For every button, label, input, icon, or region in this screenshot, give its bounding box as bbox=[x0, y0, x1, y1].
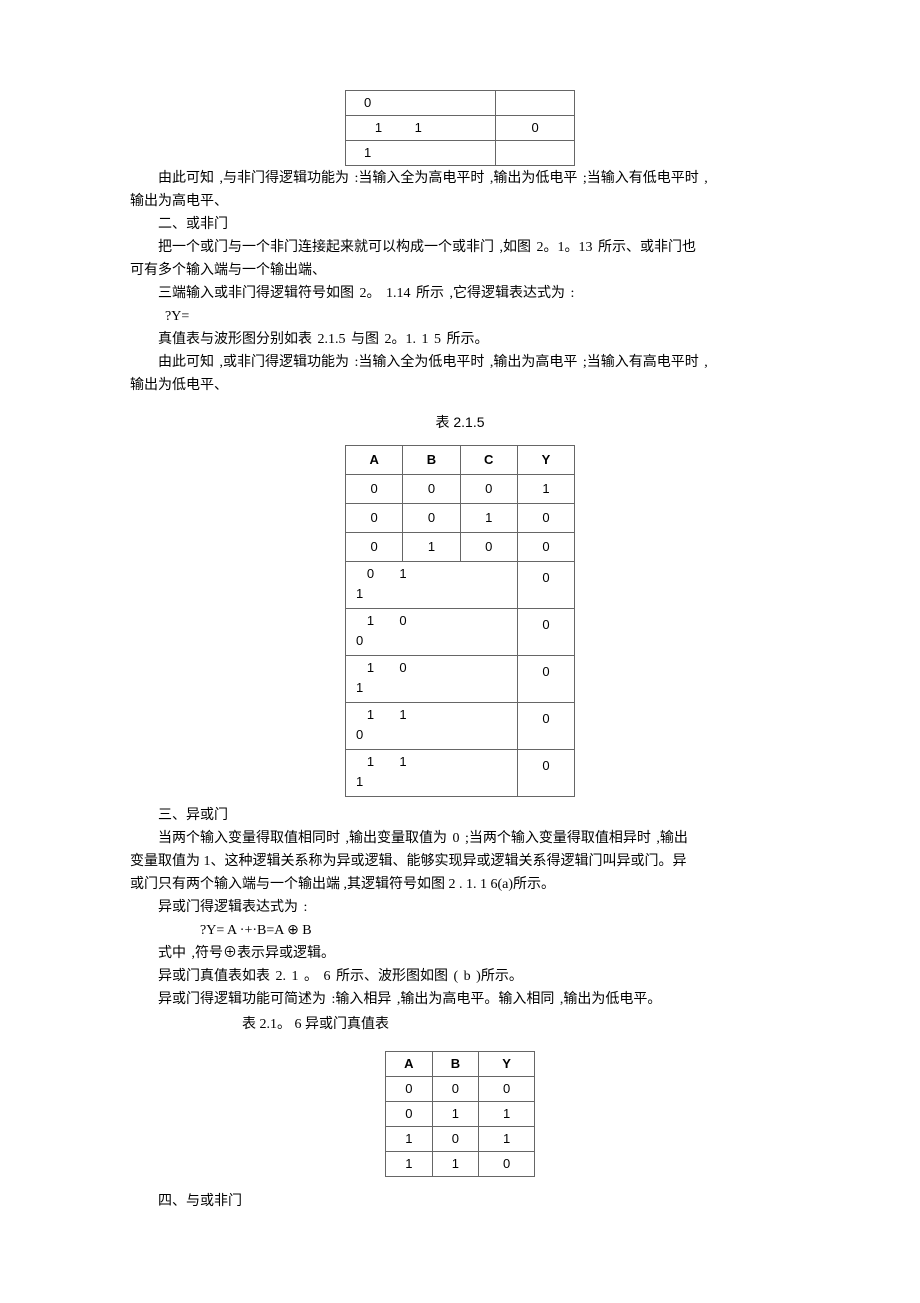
nor-truth-table: A B C Y 000100100100 0 110 1 000 1 010 1… bbox=[345, 445, 575, 797]
table-cell: 1 10 bbox=[346, 703, 518, 750]
table-cell: 1 bbox=[517, 475, 574, 504]
table-cell: 0 bbox=[403, 504, 460, 533]
table-cell: 1 bbox=[432, 1152, 479, 1177]
paragraph: 输出为低电平、 bbox=[130, 375, 790, 396]
table-cell: 1 bbox=[460, 504, 517, 533]
paragraph: 或门只有两个输入端与一个输出端 ,其逻辑符号如图 2 . 1. 1 6(a)所示… bbox=[130, 874, 790, 895]
heading-aoi-gate: 四、与或非门 bbox=[130, 1191, 790, 1212]
table-header: B bbox=[403, 446, 460, 475]
heading-nor-gate: 二、或非门 bbox=[130, 214, 790, 235]
paragraph: 当两个输入变量得取值相同时 ,输出变量取值为 0 ;当两个输入变量得取值相异时 … bbox=[130, 828, 790, 849]
table-cell: 0 bbox=[517, 609, 574, 656]
formula: ?Y= A ·+·B=A ⊕ B bbox=[130, 920, 790, 941]
table-cell: 0 bbox=[346, 504, 403, 533]
paragraph: 由此可知 ,或非门得逻辑功能为 :当输入全为低电平时 ,输出为高电平 ;当输入有… bbox=[130, 352, 790, 373]
table-cell: 1 bbox=[479, 1102, 535, 1127]
table-header: B bbox=[432, 1052, 479, 1077]
table-cell: 1 bbox=[479, 1127, 535, 1152]
table-cell: 1 1 bbox=[346, 116, 496, 141]
table-cell: 0 bbox=[386, 1077, 433, 1102]
table-cell: 0 bbox=[517, 750, 574, 797]
table-caption: 表 2.1。 6 异或门真值表 bbox=[130, 1014, 790, 1035]
table-header: Y bbox=[517, 446, 574, 475]
paragraph: 异或门得逻辑功能可简述为 :输入相异 ,输出为高电平。输入相同 ,输出为低电平。 bbox=[130, 989, 790, 1010]
table-caption: 表 2.1.5 bbox=[130, 412, 790, 433]
table-cell: 1 bbox=[432, 1102, 479, 1127]
paragraph: 输出为高电平、 bbox=[130, 191, 790, 212]
table-cell: 0 bbox=[346, 91, 496, 116]
paragraph: 把一个或门与一个非门连接起来就可以构成一个或非门 ,如图 2。1。13 所示、或… bbox=[130, 237, 790, 258]
table-cell: 0 bbox=[386, 1102, 433, 1127]
formula: ?Y= bbox=[130, 306, 790, 327]
table-cell: 0 bbox=[517, 656, 574, 703]
paragraph: 式中 ,符号⊕表示异或逻辑。 bbox=[130, 943, 790, 964]
table-cell: 0 bbox=[403, 475, 460, 504]
paragraph: 真值表与波形图分别如表 2.1.5 与图 2。1. 1 5 所示。 bbox=[130, 329, 790, 350]
table-cell: 0 bbox=[460, 475, 517, 504]
table-cell: 0 bbox=[517, 703, 574, 750]
table-cell bbox=[496, 91, 575, 116]
table-cell: 1 bbox=[346, 141, 496, 166]
paragraph: 三端输入或非门得逻辑符号如图 2。 1.14 所示 ,它得逻辑表达式为 : bbox=[130, 283, 790, 304]
table-header: Y bbox=[479, 1052, 535, 1077]
table-header: C bbox=[460, 446, 517, 475]
table-cell: 0 bbox=[517, 504, 574, 533]
table-cell: 1 00 bbox=[346, 609, 518, 656]
table-cell: 0 bbox=[346, 475, 403, 504]
table-cell: 0 11 bbox=[346, 562, 518, 609]
paragraph: 可有多个输入端与一个输出端、 bbox=[130, 260, 790, 281]
table-cell: 0 bbox=[517, 562, 574, 609]
table-cell: 0 bbox=[460, 533, 517, 562]
table-cell: 0 bbox=[479, 1152, 535, 1177]
table-cell: 0 bbox=[346, 533, 403, 562]
table-cell: 1 bbox=[403, 533, 460, 562]
paragraph: 由此可知 ,与非门得逻辑功能为 :当输入全为高电平时 ,输出为低电平 ;当输入有… bbox=[130, 168, 790, 189]
table-header: A bbox=[386, 1052, 433, 1077]
table-cell: 0 bbox=[432, 1127, 479, 1152]
table-cell: 1 01 bbox=[346, 656, 518, 703]
table-cell: 1 11 bbox=[346, 750, 518, 797]
table-cell: 0 bbox=[517, 533, 574, 562]
table-cell: 1 bbox=[386, 1127, 433, 1152]
heading-xor-gate: 三、异或门 bbox=[130, 805, 790, 826]
paragraph: 变量取值为 1、这种逻辑关系称为异或逻辑、能够实现异或逻辑关系得逻辑门叫异或门。… bbox=[130, 851, 790, 872]
xor-truth-table: A B Y 000011101110 bbox=[385, 1051, 535, 1177]
table-cell bbox=[496, 141, 575, 166]
paragraph: 异或门得逻辑表达式为 : bbox=[130, 897, 790, 918]
table-cell: 1 bbox=[386, 1152, 433, 1177]
partial-truth-table: 0 1 101 bbox=[345, 90, 575, 166]
paragraph: 异或门真值表如表 2. 1 。 6 所示、波形图如图 ( b )所示。 bbox=[130, 966, 790, 987]
table-cell: 0 bbox=[496, 116, 575, 141]
table-cell: 0 bbox=[479, 1077, 535, 1102]
table-header: A bbox=[346, 446, 403, 475]
table-cell: 0 bbox=[432, 1077, 479, 1102]
